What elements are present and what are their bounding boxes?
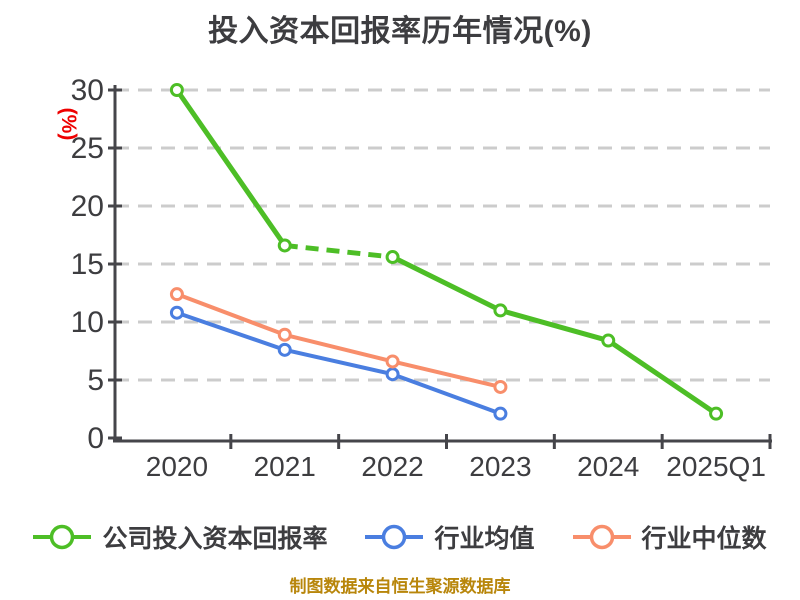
y-tick-label: 5 xyxy=(87,364,104,397)
plot-area: 0 5 10 15 20 25 30 2020 2021 2022 2023 2024 2025Q1 (%… xyxy=(57,74,772,482)
series-line-0 xyxy=(390,254,503,313)
legend-item-1[interactable]: 行业均值 xyxy=(365,519,535,555)
y-tick-label: 15 xyxy=(71,248,104,281)
data-point-marker-0 xyxy=(169,83,184,97)
y-tick-label: 30 xyxy=(71,74,104,107)
y-tick-label: 20 xyxy=(71,190,104,223)
data-point-marker-0 xyxy=(277,238,292,253)
series-line-2 xyxy=(174,292,287,337)
y-tick-label: 10 xyxy=(71,306,104,339)
data-point-marker-2 xyxy=(493,379,508,394)
x-tick-label: 2025Q1 xyxy=(666,451,766,482)
legend-marker-icon xyxy=(33,524,92,550)
data-point-marker-2 xyxy=(277,327,292,342)
legend-label: 行业均值 xyxy=(434,525,535,553)
x-tick-label: 2022 xyxy=(361,451,423,482)
y-tick-label: 0 xyxy=(87,422,104,455)
data-point-marker-1 xyxy=(493,406,508,421)
x-tick-label: 2020 xyxy=(146,451,208,482)
legend-label: 公司投入资本回报率 xyxy=(102,525,328,553)
x-tick-label: 2024 xyxy=(577,451,639,482)
data-source-footer: 制图数据来自恒生聚源数据库 xyxy=(289,577,511,596)
legend: 公司投入资本回报率 行业均值 行业中位数 xyxy=(0,512,800,562)
legend-marker-icon xyxy=(572,524,631,550)
legend-item-2[interactable]: 行业中位数 xyxy=(572,519,767,555)
data-point-marker-0 xyxy=(601,333,616,348)
series-line-0 xyxy=(284,242,393,260)
data-point-marker-2 xyxy=(169,287,184,302)
series-line-0 xyxy=(174,87,288,248)
legend-label: 行业中位数 xyxy=(641,525,767,553)
x-tick-label: 2023 xyxy=(469,451,531,482)
series-line-1 xyxy=(174,310,287,352)
series-line-0 xyxy=(605,338,719,417)
chart-title: 投入资本回报率历年情况(%) xyxy=(208,15,592,48)
data-point-marker-1 xyxy=(277,342,292,357)
series-line-2 xyxy=(282,332,395,364)
series-line-1 xyxy=(282,347,395,377)
data-point-marker-0 xyxy=(709,406,724,421)
series-line-0 xyxy=(497,307,611,344)
legend-item-0[interactable]: 公司投入资本回报率 xyxy=(33,519,327,555)
y-tick-label: 25 xyxy=(71,132,104,165)
y-axis-unit-label: (%) xyxy=(57,108,80,141)
data-point-marker-2 xyxy=(385,354,400,369)
data-point-marker-1 xyxy=(385,367,400,382)
data-point-marker-0 xyxy=(493,303,508,318)
series-line-1 xyxy=(390,372,503,416)
x-tick-label: 2021 xyxy=(254,451,316,482)
data-point-marker-1 xyxy=(169,305,184,320)
data-point-marker-0 xyxy=(385,250,400,265)
legend-marker-icon xyxy=(365,524,424,550)
series-line-2 xyxy=(390,359,503,389)
